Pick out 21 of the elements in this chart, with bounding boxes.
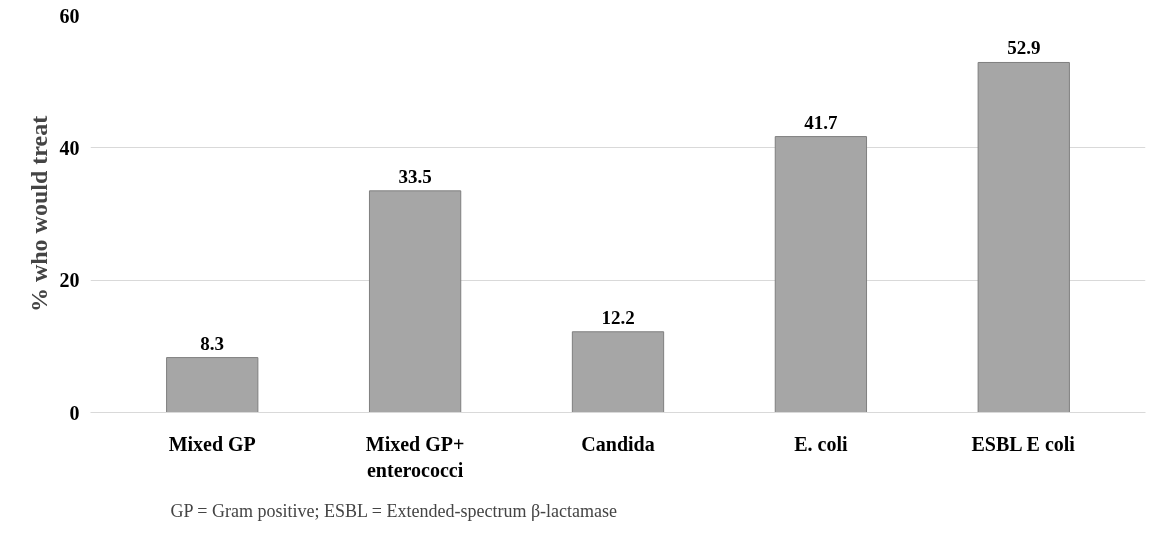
bar bbox=[571, 331, 665, 413]
x-tick-label: Mixed GP bbox=[168, 432, 256, 455]
data-label: 52.9 bbox=[1007, 37, 1041, 59]
data-label: 8.3 bbox=[200, 332, 225, 354]
y-tick-label: 20 bbox=[59, 269, 80, 292]
x-tick-label: Mixed GP+ enterococci bbox=[365, 432, 465, 481]
x-tick-label: E. coli bbox=[794, 432, 848, 455]
x-tick-label: Candida bbox=[581, 432, 655, 455]
text: GP = Gram positive; ESBL = Extended-spectrum β-lactamase bbox=[170, 500, 618, 521]
y-tick-label: 40 bbox=[59, 136, 80, 159]
data-label: 33.5 bbox=[398, 165, 432, 187]
y-tick-label: 60 bbox=[59, 4, 80, 27]
data-label: 41.7 bbox=[804, 111, 839, 133]
y-axis-title: % who would treat bbox=[25, 115, 52, 313]
data-label: 12.2 bbox=[601, 306, 635, 328]
x-tick-label: ESBL E coli bbox=[971, 432, 1076, 455]
bar bbox=[774, 136, 868, 413]
bar bbox=[977, 61, 1070, 413]
y-tick-label: 0 bbox=[69, 401, 80, 424]
bar bbox=[166, 357, 259, 413]
bar bbox=[368, 190, 462, 413]
